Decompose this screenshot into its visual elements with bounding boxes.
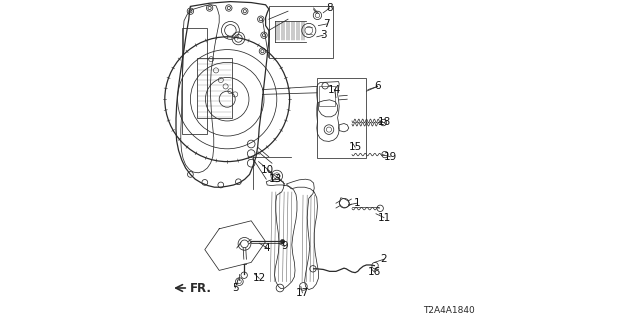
Bar xyxy=(317,78,367,158)
Text: 5: 5 xyxy=(232,283,239,293)
Text: 6: 6 xyxy=(374,81,381,92)
Text: 8: 8 xyxy=(326,3,333,13)
Text: 15: 15 xyxy=(349,142,362,152)
Text: 10: 10 xyxy=(260,164,274,175)
Circle shape xyxy=(280,239,285,244)
Bar xyxy=(197,58,232,118)
Text: 1: 1 xyxy=(353,198,360,208)
Text: T2A4A1840: T2A4A1840 xyxy=(424,306,475,315)
Text: 13: 13 xyxy=(269,174,282,184)
Text: 12: 12 xyxy=(253,273,266,284)
Bar xyxy=(182,28,207,134)
Text: 7: 7 xyxy=(323,19,330,29)
Text: 19: 19 xyxy=(384,152,397,162)
Text: 16: 16 xyxy=(368,267,381,277)
Text: 2: 2 xyxy=(381,254,387,264)
Text: FR.: FR. xyxy=(189,282,211,294)
Text: 17: 17 xyxy=(296,288,309,298)
Text: 11: 11 xyxy=(378,212,390,223)
Text: 18: 18 xyxy=(378,116,390,127)
Bar xyxy=(269,6,333,58)
Text: 4: 4 xyxy=(264,243,271,253)
Text: 14: 14 xyxy=(328,84,341,95)
Text: 3: 3 xyxy=(320,30,326,40)
Text: 9: 9 xyxy=(282,241,288,252)
Bar xyxy=(319,86,335,106)
